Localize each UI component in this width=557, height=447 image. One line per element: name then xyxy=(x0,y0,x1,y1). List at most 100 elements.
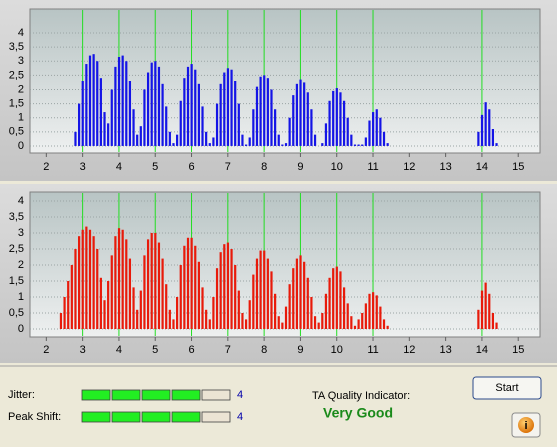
bar xyxy=(81,229,84,329)
bar xyxy=(107,123,110,146)
bar xyxy=(382,319,386,329)
bar xyxy=(480,114,484,146)
bar xyxy=(248,137,251,146)
y-tick-label: 2 xyxy=(18,259,24,271)
x-tick-label: 5 xyxy=(152,344,158,356)
bar xyxy=(346,303,349,329)
bar xyxy=(259,250,262,329)
y-tick-label: 3 xyxy=(18,55,24,67)
y-tick-label: 0 xyxy=(18,140,24,152)
bar xyxy=(244,319,248,329)
bar xyxy=(215,103,219,146)
bar xyxy=(143,89,146,146)
x-tick-label: 4 xyxy=(116,161,122,173)
bar xyxy=(103,112,106,146)
bar xyxy=(361,144,364,146)
bar xyxy=(306,92,309,146)
info-icon[interactable] xyxy=(518,417,534,433)
y-tick-label: 2 xyxy=(18,83,24,95)
bar xyxy=(480,290,484,329)
bar xyxy=(154,232,157,329)
bar xyxy=(114,236,117,329)
bar xyxy=(168,309,171,329)
bar xyxy=(484,282,487,329)
meter-segment xyxy=(171,389,201,401)
bar xyxy=(234,81,237,146)
x-tick-label: 9 xyxy=(297,161,303,173)
bar xyxy=(266,258,269,329)
bar xyxy=(317,322,320,329)
bar xyxy=(136,134,139,146)
bar xyxy=(132,287,135,329)
bar xyxy=(237,103,240,146)
y-tick-label: 0,5 xyxy=(9,307,24,319)
bar xyxy=(150,62,153,146)
bar xyxy=(281,144,284,146)
bar xyxy=(78,103,81,146)
bar xyxy=(346,117,349,146)
bar xyxy=(299,79,302,146)
bar xyxy=(212,296,215,329)
peak-shift-label: Peak Shift: xyxy=(8,411,61,423)
bar xyxy=(161,83,164,146)
bar xyxy=(150,232,153,329)
bar xyxy=(259,76,262,146)
x-tick-label: 7 xyxy=(225,161,231,173)
x-tick-label: 11 xyxy=(367,344,378,356)
bar xyxy=(179,100,182,146)
bar xyxy=(157,242,161,329)
bar xyxy=(368,120,371,146)
bar xyxy=(332,268,335,329)
bar xyxy=(114,66,117,146)
bar xyxy=(107,280,110,329)
bar xyxy=(230,69,233,146)
bar xyxy=(154,61,157,146)
bar xyxy=(386,325,389,329)
bar xyxy=(248,300,251,329)
bar xyxy=(194,245,197,329)
button-frame[interactable] xyxy=(472,376,542,400)
chart: 0 0,5 1 1,5 2 2,5 3 3,5 4 2 3 4 5 6 7 8 9 10 11 12 13 14 15 xyxy=(9,191,541,356)
bar xyxy=(201,287,204,329)
x-tick-label: 3 xyxy=(80,161,86,173)
bar xyxy=(274,293,277,329)
bar xyxy=(132,109,135,146)
bar xyxy=(379,117,382,146)
bar xyxy=(88,229,92,329)
bar xyxy=(241,312,244,329)
x-tick-label: 4 xyxy=(116,344,122,356)
button-text[interactable]: Start xyxy=(495,382,518,394)
bar xyxy=(368,293,371,329)
info-text[interactable]: i xyxy=(524,420,527,432)
x-tick-label: 8 xyxy=(261,344,267,356)
jitter-meter xyxy=(81,389,231,401)
bar xyxy=(288,284,291,329)
y-tick-label: 0,5 xyxy=(9,126,24,138)
bar xyxy=(226,68,230,146)
bar xyxy=(306,277,309,329)
bar xyxy=(208,143,211,146)
bar xyxy=(375,295,378,329)
x-tick-label: 12 xyxy=(403,344,415,356)
jitter-value: 4 xyxy=(237,389,243,401)
bar xyxy=(252,109,255,146)
info-button[interactable]: i xyxy=(511,412,541,438)
x-tick-label: 13 xyxy=(439,161,451,173)
bar xyxy=(168,131,171,146)
meter-segment xyxy=(111,389,141,401)
bar xyxy=(110,89,113,146)
bar xyxy=(117,228,121,329)
bar xyxy=(491,312,495,329)
bar xyxy=(197,261,200,329)
chart: 0 0,5 1 1,5 2 2,5 3 3,5 4 2 3 4 5 6 7 8 9 10 11 12 13 14 15 xyxy=(9,8,541,173)
start-button[interactable]: Start xyxy=(472,376,542,400)
jitter-label: Jitter: xyxy=(8,389,35,401)
bar xyxy=(299,255,302,329)
bar xyxy=(67,280,70,329)
x-tick-label: 10 xyxy=(331,344,343,356)
x-tick-label: 8 xyxy=(261,161,267,173)
bar xyxy=(342,287,346,329)
y-tick-label: 0 xyxy=(18,323,24,335)
bar xyxy=(205,131,208,146)
